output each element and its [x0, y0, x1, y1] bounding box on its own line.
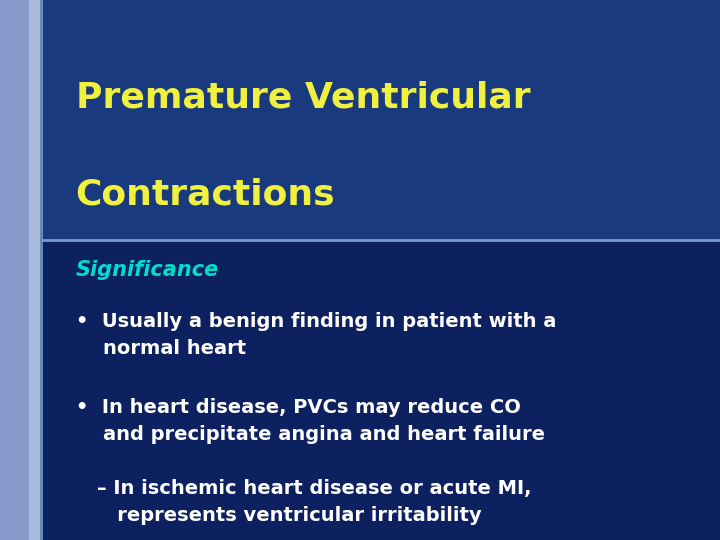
- Bar: [29, 0, 40, 540]
- Bar: [0, 0, 720, 240]
- Bar: [40, 0, 43, 540]
- Text: •  Usually a benign finding in patient with a
    normal heart: • Usually a benign finding in patient wi…: [76, 312, 556, 357]
- Text: – In ischemic heart disease or acute MI,
   represents ventricular irritability: – In ischemic heart disease or acute MI,…: [97, 480, 531, 525]
- Text: Contractions: Contractions: [76, 178, 336, 211]
- Bar: [0, 0, 29, 540]
- Text: Premature Ventricular: Premature Ventricular: [76, 80, 530, 114]
- Text: •  In heart disease, PVCs may reduce CO
    and precipitate angina and heart fai: • In heart disease, PVCs may reduce CO a…: [76, 399, 544, 444]
- Text: Significance: Significance: [76, 260, 219, 280]
